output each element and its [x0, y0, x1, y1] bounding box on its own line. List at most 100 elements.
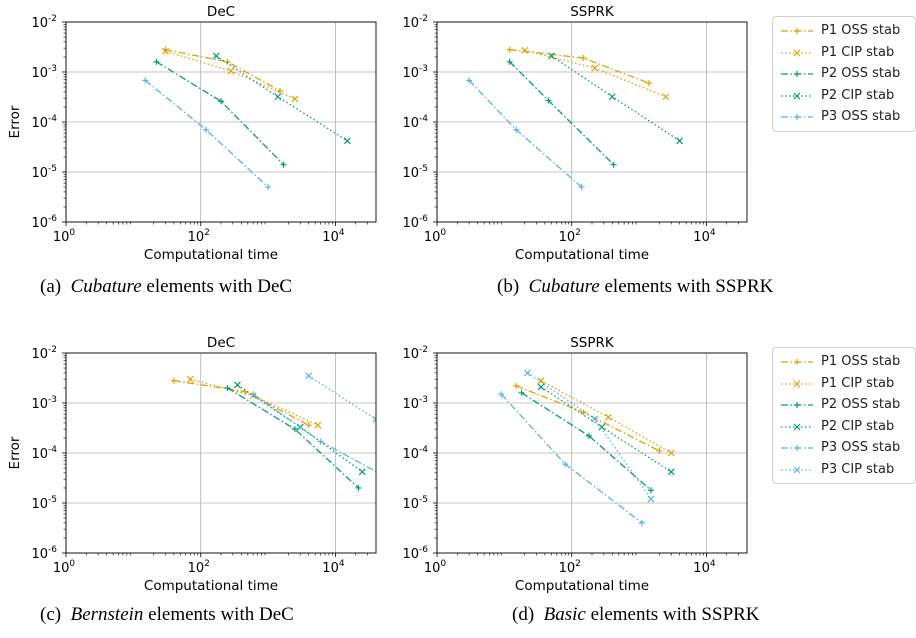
legend-entry: P2 CIP stab — [773, 86, 915, 108]
series-line — [237, 384, 363, 473]
data-point — [610, 161, 617, 168]
y-tick-label: 10-3 — [402, 395, 428, 412]
data-point — [506, 46, 513, 53]
x-axis-label: Computational time — [515, 247, 649, 263]
series-line — [468, 79, 582, 188]
data-point — [537, 377, 545, 385]
plot-frame — [436, 21, 748, 223]
legend-top: P1 OSS stab P1 CIP stab P2 OSS stab P2 CIP … — [772, 16, 916, 132]
x-tick-label: 102 — [188, 228, 210, 245]
data-point — [265, 184, 272, 191]
data-point — [314, 421, 322, 429]
plot-frame — [65, 352, 377, 554]
legend-marker — [794, 28, 800, 34]
series-group — [498, 369, 675, 526]
series-line — [227, 387, 359, 489]
y-tick-label: 10-2 — [402, 345, 428, 362]
y-tick-label: 10-3 — [31, 64, 57, 81]
caption-b: (b) Cubature elements with SSPRK — [497, 276, 774, 297]
series-line — [144, 79, 269, 188]
data-point — [667, 468, 675, 476]
legend-swatch — [781, 380, 813, 387]
legend-marker — [793, 466, 801, 473]
legend-marker — [794, 359, 800, 365]
legend-swatch — [781, 71, 813, 77]
data-point — [604, 413, 612, 421]
y-tick-label: 10-4 — [402, 445, 428, 462]
data-point — [513, 382, 520, 389]
data-point — [498, 391, 505, 398]
data-point — [524, 369, 531, 377]
x-tick-label: 100 — [53, 559, 76, 576]
y-tick-label: 10-5 — [402, 495, 428, 512]
legend-label: P2 CIP stab — [821, 87, 895, 103]
data-point — [170, 377, 177, 384]
data-point — [662, 93, 670, 101]
series-line — [521, 392, 652, 491]
legend-entry: P1 OSS stab — [773, 352, 915, 374]
x-tick-label: 104 — [322, 559, 345, 576]
data-point — [518, 389, 525, 396]
x-tick-label: 104 — [693, 559, 716, 576]
series-group — [170, 372, 393, 491]
data-point — [343, 137, 351, 145]
data-point — [291, 426, 298, 433]
legend-label: P2 OSS stab — [821, 397, 901, 412]
y-tick-label: 10-4 — [31, 445, 57, 462]
x-axis-label: Computational time — [144, 578, 278, 594]
series-line — [165, 49, 281, 92]
legend-label: P1 CIP stab — [821, 44, 895, 60]
y-axis-label: Error — [7, 436, 23, 469]
data-point — [676, 137, 684, 145]
plot-frame — [436, 352, 748, 554]
legend-entry: P1 OSS stab — [773, 21, 915, 43]
chart-title: SSPRK — [570, 335, 615, 351]
data-point — [162, 47, 169, 55]
chart-panel-1: 100 102 104 10-6 10-5 10-4 10-3 10-2 DeC Computat… — [7, 4, 377, 263]
legend-label: P3 OSS stab — [821, 440, 901, 455]
data-point — [548, 52, 555, 60]
data-point — [372, 415, 376, 423]
data-point — [506, 58, 513, 65]
data-point — [580, 55, 587, 62]
legend-entry: P3 CIP stab — [773, 460, 915, 482]
series-line — [165, 50, 296, 100]
legend-entry: P3 OSS stab — [773, 438, 915, 460]
data-point — [578, 184, 585, 191]
x-tick-label: 102 — [188, 559, 210, 576]
data-point — [212, 52, 220, 60]
y-tick-label: 10-2 — [31, 345, 57, 362]
data-point — [585, 432, 592, 439]
series-group — [466, 46, 684, 191]
legend-swatch — [781, 402, 813, 408]
y-tick-label: 10-6 — [402, 214, 428, 231]
data-point — [387, 476, 393, 482]
data-point — [545, 97, 552, 104]
y-tick-label: 10-2 — [31, 14, 57, 31]
legend-label: P1 OSS stab — [821, 354, 901, 369]
data-point — [305, 422, 312, 429]
legend-label: P3 OSS stab — [821, 109, 901, 124]
data-point — [638, 519, 645, 526]
data-point — [608, 93, 616, 101]
legend-marker — [794, 445, 800, 451]
data-point — [591, 415, 599, 423]
legend-marker — [793, 92, 801, 99]
data-point — [305, 372, 313, 380]
legend-marker — [793, 49, 801, 56]
y-tick-label: 10-6 — [31, 214, 57, 231]
data-point — [280, 161, 287, 168]
legend-label: P3 CIP stab — [821, 461, 895, 477]
legend-bottom: P1 OSS stab P1 CIP stab P2 OSS stab P2 CIP … — [772, 347, 916, 484]
caption-a: (a) Cubature elements with DeC — [40, 276, 293, 297]
data-point — [598, 423, 606, 431]
data-point — [513, 126, 520, 133]
y-axis-label: Error — [7, 105, 23, 138]
legend-label: P1 CIP stab — [821, 375, 895, 391]
series-line — [540, 380, 672, 454]
series-line — [156, 61, 285, 166]
y-tick-label: 10-5 — [402, 164, 428, 181]
data-point — [647, 487, 654, 494]
data-point — [233, 381, 241, 389]
caption-c: (c) Bernstein elements with DeC — [40, 604, 294, 625]
